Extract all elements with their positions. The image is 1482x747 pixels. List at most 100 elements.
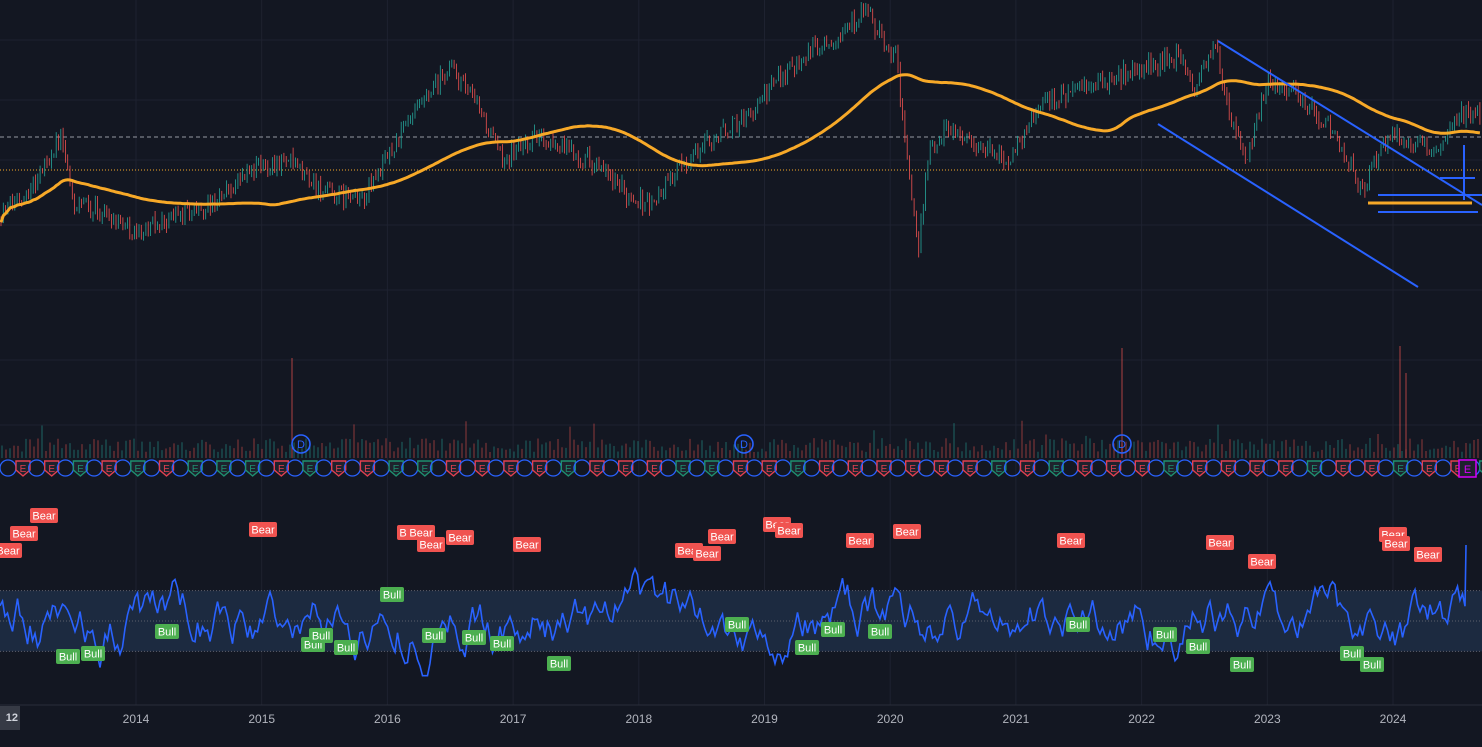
earnings-letter: E	[421, 464, 428, 475]
dividend-icon	[1112, 434, 1132, 454]
earnings-letter: E	[508, 464, 515, 475]
earnings-letter: E	[249, 464, 256, 475]
earnings-icon	[216, 460, 232, 477]
bear-label: Bear	[515, 540, 539, 552]
earnings-icon	[1019, 460, 1036, 477]
earnings-ring-icon	[515, 459, 534, 477]
dividend-icon	[291, 434, 311, 454]
earnings-ring-icon	[1032, 459, 1050, 477]
earnings-ring-icon	[1233, 459, 1251, 477]
earnings-ring-icon	[1376, 459, 1395, 477]
earnings-icon	[1278, 460, 1294, 477]
earnings-icon	[761, 460, 777, 477]
earnings-letter: E	[1139, 464, 1146, 475]
earnings-letter: E	[1024, 464, 1031, 475]
bull-label: Bull	[158, 627, 176, 639]
earnings-icon	[302, 460, 318, 477]
earnings-ring-icon	[401, 459, 419, 477]
earnings-ring-icon	[343, 459, 362, 477]
earnings-ring-icon	[28, 459, 46, 477]
bull-label: Bull	[312, 631, 330, 643]
bear-label-bg	[1382, 536, 1410, 551]
earnings-letter: E	[1168, 464, 1175, 475]
earnings-letter: E	[77, 464, 84, 475]
bull-label-bg	[490, 636, 514, 651]
earnings-letter: E	[106, 464, 113, 475]
bull-label: Bull	[871, 627, 889, 639]
bear-label-bg	[1248, 554, 1276, 569]
earnings-letter: E	[995, 464, 1002, 475]
earnings-ring-icon	[544, 459, 562, 477]
x-axis-label: 2014	[123, 712, 150, 726]
earnings-icon	[158, 460, 175, 477]
earnings-icon	[244, 460, 261, 477]
earnings-icon	[704, 460, 720, 477]
earnings-letter: E	[1082, 464, 1089, 475]
earnings-icon	[44, 460, 60, 477]
earnings-letter: E	[1282, 464, 1289, 475]
earnings-ring-icon	[315, 459, 333, 477]
x-axis-label: 2017	[500, 712, 527, 726]
earnings-letter: E	[852, 464, 859, 475]
bear-label: Bear	[895, 527, 919, 539]
earnings-ring-icon	[860, 459, 878, 477]
earnings-ring-icon	[688, 459, 706, 477]
dividend-label: D	[297, 439, 305, 451]
earnings-icon	[818, 460, 835, 477]
bull-label: Bull	[1156, 630, 1174, 642]
bear-label: Bear	[848, 536, 872, 548]
bull-label: Bull	[1363, 660, 1381, 672]
earnings-icon	[589, 460, 605, 477]
earnings-icon	[531, 460, 548, 477]
bull-label: Bull	[493, 639, 511, 651]
earnings-letter: E	[1225, 464, 1232, 475]
earnings-icon	[388, 460, 404, 477]
earnings-letter: E	[622, 464, 629, 475]
bear-label: Bear	[1250, 557, 1274, 569]
bull-label-bg	[868, 624, 892, 639]
earnings-ring-icon	[1348, 459, 1366, 477]
bear-label-bg	[775, 523, 803, 538]
bull-label-bg	[821, 622, 845, 637]
earnings-letter: E	[680, 464, 687, 475]
bull-label-bg	[309, 628, 333, 643]
earnings-letter: E	[1254, 464, 1261, 475]
bear-label: Bear	[251, 525, 275, 537]
bull-label: Bull	[1069, 620, 1087, 632]
earnings-ring-icon	[831, 459, 849, 477]
bear-label: Bear	[448, 533, 472, 545]
bull-label-bg	[422, 628, 446, 643]
bear-label: Bear	[419, 540, 443, 552]
earnings-letter: E	[795, 464, 802, 475]
bull-label: Bull	[383, 590, 401, 602]
bull-label: Bull	[337, 643, 355, 655]
bear-label-bg	[893, 524, 921, 539]
earnings-letter: E	[48, 464, 55, 475]
x-axis-label: 2018	[625, 712, 652, 726]
earnings-ring-icon	[716, 459, 735, 477]
earnings-icon	[72, 460, 89, 477]
bear-label-bg	[1206, 535, 1234, 550]
earnings-letter: E	[307, 464, 314, 475]
bear-label: Bear	[0, 546, 20, 558]
earnings-latest-icon	[1458, 459, 1477, 478]
bear-label: Bear	[1416, 550, 1440, 562]
earnings-letter: E	[766, 464, 773, 475]
earnings-icon	[331, 460, 347, 477]
earnings-icon	[15, 460, 31, 477]
earnings-ring-icon	[659, 459, 677, 477]
earnings-icon	[1220, 460, 1237, 477]
earnings-ring-icon	[257, 459, 275, 477]
earnings-ring-icon	[1262, 459, 1280, 477]
earnings-letter: E	[708, 464, 715, 475]
bear-label: Bear	[777, 526, 801, 538]
earnings-ring-icon	[142, 459, 161, 477]
earnings-ring-icon	[802, 459, 821, 477]
earnings-letter: E	[881, 464, 888, 475]
earnings-letter: E	[536, 464, 543, 475]
earnings-letter: E	[909, 464, 916, 475]
